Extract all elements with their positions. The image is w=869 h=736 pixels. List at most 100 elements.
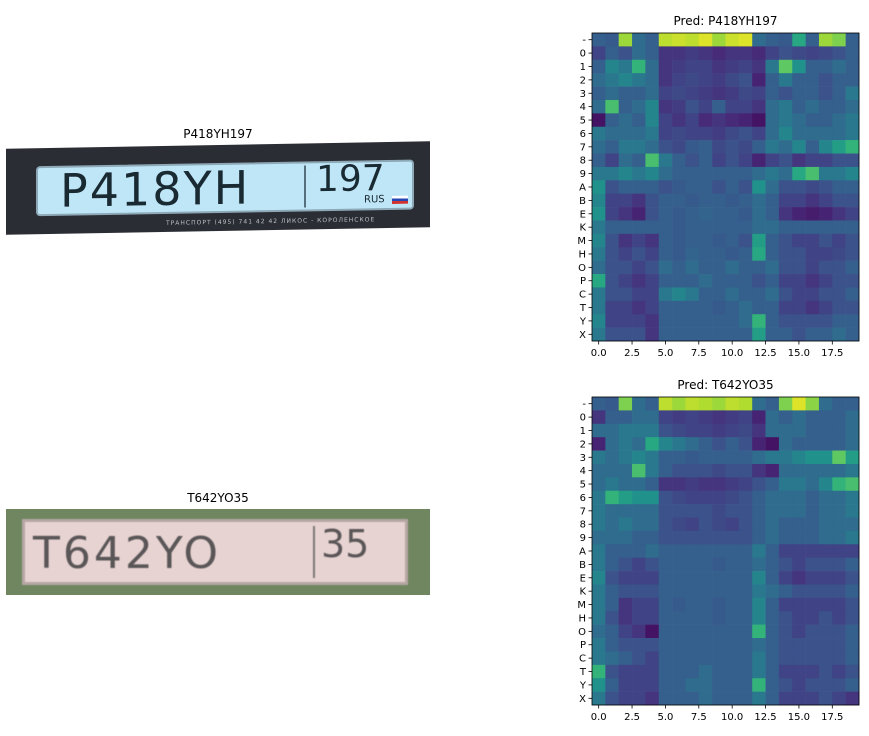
heatmap-cell — [672, 113, 686, 128]
heatmap-cell — [778, 220, 793, 235]
heatmap-cell — [752, 166, 766, 181]
heatmap-cell — [805, 450, 820, 465]
heatmap-cell — [685, 450, 700, 465]
heatmap-cell — [712, 597, 726, 612]
heatmap-cell — [712, 530, 726, 545]
heatmap-cell — [778, 611, 793, 625]
heatmap-cell — [632, 437, 646, 451]
heatmap-cell — [752, 557, 766, 572]
heatmap-cell — [738, 247, 753, 261]
heatmap-cell — [632, 584, 646, 599]
heatmap-cell — [805, 300, 820, 315]
heatmap-cell — [752, 624, 766, 639]
y-tick-label: A — [579, 183, 586, 194]
heatmap-cell — [592, 193, 606, 208]
heatmap-cell — [592, 584, 606, 599]
heatmap-cell — [832, 517, 846, 532]
heatmap-cell — [778, 193, 793, 208]
heatmap-cell — [712, 611, 726, 625]
heatmap-cell — [845, 126, 860, 141]
heatmap-cell — [618, 193, 633, 208]
heatmap-cell — [632, 73, 646, 87]
heatmap-cell — [778, 166, 793, 181]
heatmap-cell — [658, 584, 673, 599]
heatmap-cell — [685, 504, 700, 518]
heatmap-cell — [645, 46, 660, 61]
heatmap-cell — [712, 113, 726, 128]
heatmap-cell — [818, 314, 833, 328]
heatmap-cell — [645, 557, 660, 572]
heatmap-cell — [632, 233, 646, 248]
heatmap-cell — [698, 153, 713, 168]
heatmap-cell — [605, 247, 619, 261]
heatmap-cell — [738, 220, 753, 235]
plate-image-2: T642YO 35 — [6, 509, 430, 595]
heatmap-cell — [618, 638, 633, 652]
heatmap-cell — [725, 638, 740, 652]
heatmap-cell — [712, 73, 726, 87]
heatmap-cell — [832, 557, 846, 572]
heatmap-cell — [698, 544, 713, 558]
heatmap-cell — [832, 490, 846, 505]
heatmap-cell — [792, 113, 806, 128]
heatmap-cell — [738, 611, 753, 625]
heatmap-cell — [778, 544, 793, 558]
heatmap-cell — [778, 46, 793, 61]
heatmap-cell — [818, 490, 833, 505]
heatmap-cell — [738, 651, 753, 666]
heatmap-cell — [712, 153, 726, 168]
heatmap-cell — [672, 300, 686, 315]
heatmap-cell — [618, 477, 633, 492]
heatmap-cell — [685, 624, 700, 639]
y-tick-label: O — [578, 627, 586, 638]
heatmap-cell — [605, 638, 619, 652]
y-tick-label: 4 — [580, 102, 586, 113]
y-tick-label: K — [579, 587, 586, 598]
heatmap-cell — [658, 153, 673, 168]
heatmap-cell — [632, 300, 646, 315]
heatmap-cell — [832, 664, 846, 679]
heatmap-cell — [712, 691, 726, 706]
heatmap-cell — [685, 517, 700, 532]
heatmap-cell — [792, 46, 806, 61]
heatmap-cell — [592, 490, 606, 505]
heatmap-cell — [725, 193, 740, 208]
heatmap-cell — [605, 517, 619, 532]
heatmap-cell — [725, 504, 740, 518]
heatmap-cell — [845, 638, 860, 652]
heatmap-cell — [818, 46, 833, 61]
heatmap-cell — [645, 544, 660, 558]
heatmap-cell — [725, 611, 740, 625]
heatmap-cell — [792, 73, 806, 87]
heatmap-cell — [792, 530, 806, 545]
y-tick-label: H — [578, 613, 586, 624]
heatmap-cell — [725, 180, 740, 194]
heatmap-cell — [832, 327, 846, 342]
heatmap-cell — [712, 504, 726, 518]
heatmap-cell — [645, 153, 660, 168]
heatmap-cell — [605, 584, 619, 599]
heatmap-cell — [832, 530, 846, 545]
heatmap-cell — [818, 557, 833, 572]
heatmap-cell — [752, 678, 766, 692]
heatmap-cell — [632, 624, 646, 639]
heatmap-cell — [685, 678, 700, 692]
heatmap-cell — [618, 517, 633, 532]
heatmap-cell — [738, 437, 753, 451]
heatmap-cell — [725, 450, 740, 465]
heatmap-cell — [712, 260, 726, 275]
heatmap-cell — [712, 233, 726, 248]
heatmap-cell — [792, 33, 806, 47]
heatmap-cell — [672, 327, 686, 342]
heatmap-cell — [805, 530, 820, 545]
heatmap-cell — [685, 477, 700, 492]
heatmap-cell — [845, 193, 860, 208]
heatmap-cell — [765, 544, 780, 558]
heatmap-cell — [752, 651, 766, 666]
heatmap-cell — [712, 166, 726, 181]
heatmap-cell — [778, 59, 793, 74]
heatmap-cell — [618, 410, 633, 425]
heatmap-cell — [805, 504, 820, 518]
